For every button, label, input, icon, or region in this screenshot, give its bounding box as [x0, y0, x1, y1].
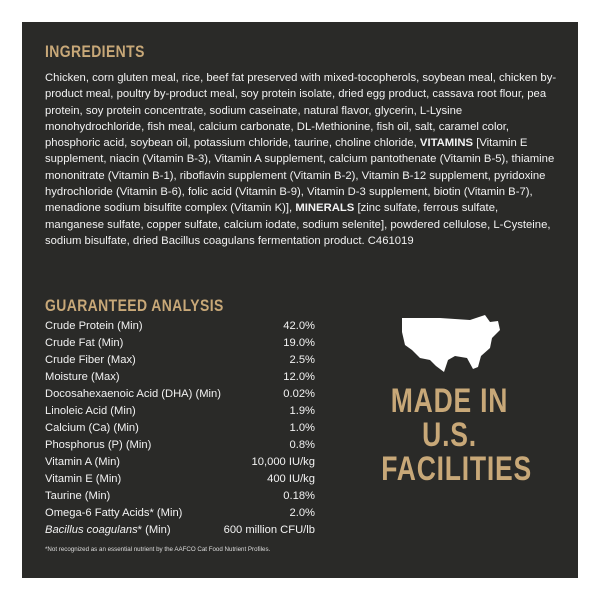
nutrient-name-text: Vitamin E (Min)	[45, 473, 122, 485]
minerals-text: [zinc sulfate, ferrous sulfate, manganes…	[45, 202, 551, 247]
nutrient-name: Taurine (Min)	[45, 490, 110, 502]
analysis-title: GUARANTEED ANALYSIS	[45, 296, 224, 315]
nutrient-name: Calcium (Ca) (Min)	[45, 422, 139, 434]
nutrient-name-text: Calcium (Ca) (Min)	[45, 422, 139, 434]
ingredients-part: Chicken, corn gluten meal, rice, beef fa…	[45, 72, 557, 150]
analysis-row: Crude Fiber (Max) 2.5%	[45, 354, 315, 371]
analysis-row: Docosahexaenoic Acid (DHA) (Min) 0.02%	[45, 388, 315, 405]
nutrient-value: 2.0%	[289, 507, 316, 519]
nutrient-value: 1.0%	[289, 422, 316, 434]
nutrient-name: Crude Protein (Min)	[45, 320, 143, 332]
analysis-row: Crude Protein (Min) 42.0%	[45, 320, 315, 337]
nutrient-name: Phosphorus (P) (Min)	[45, 439, 151, 451]
nutrient-name: Bacillus coagulans* (Min)	[45, 524, 171, 536]
nutrient-value: 2.5%	[289, 354, 316, 366]
analysis-row: Calcium (Ca) (Min) 1.0%	[45, 422, 315, 439]
nutrient-value: 600 million CFU/lb	[223, 524, 315, 536]
nutrient-name-text: Phosphorus (P) (Min)	[45, 439, 152, 451]
nutrient-name: Crude Fiber (Max)	[45, 354, 136, 366]
nutrient-value: 1.9%	[289, 405, 316, 417]
nutrient-value: 0.8%	[289, 439, 316, 451]
nutrient-name: Vitamin A (Min)	[45, 456, 120, 468]
analysis-row: Vitamin E (Min) 400 IU/kg	[45, 473, 315, 490]
nutrient-name-text: * (Min)	[137, 524, 171, 536]
label-panel: INGREDIENTS Chicken, corn gluten meal, r…	[22, 22, 578, 578]
badge-line: FACILITIES	[381, 450, 532, 488]
nutrient-value: 0.02%	[283, 388, 315, 400]
nutrient-name: Docosahexaenoic Acid (DHA) (Min)	[45, 388, 221, 400]
nutrient-name-text: Moisture (Max)	[45, 371, 120, 383]
nutrient-name: Vitamin E (Min)	[45, 473, 121, 485]
analysis-row: Crude Fat (Min) 19.0%	[45, 337, 315, 354]
nutrient-name-text: Vitamin A (Min)	[45, 456, 121, 468]
ingredients-title: INGREDIENTS	[45, 42, 145, 61]
nutrient-name-text: Crude Fat (Min)	[45, 337, 124, 349]
badge-line: MADE IN	[390, 382, 509, 420]
analysis-row: Phosphorus (P) (Min) 0.8%	[45, 439, 315, 456]
nutrient-name: Linoleic Acid (Min)	[45, 405, 136, 417]
nutrient-name-text: Linoleic Acid (Min)	[45, 405, 136, 417]
analysis-row: Omega-6 Fatty Acids* (Min) 2.0%	[45, 507, 315, 524]
badge-line: U.S.	[422, 416, 477, 454]
footnote: *Not recognized as an essential nutrient…	[45, 546, 271, 553]
vitamins-text: [Vitamin E supplement, niacin (Vitamin B…	[45, 137, 555, 215]
nutrient-name-text: Docosahexaenoic Acid (DHA) (Min)	[45, 388, 221, 400]
nutrient-value: 400 IU/kg	[267, 473, 315, 485]
nutrient-value: 0.18%	[283, 490, 315, 502]
nutrient-name-text: Crude Protein (Min)	[45, 320, 143, 332]
nutrient-name-italic: Bacillus coagulans	[45, 524, 138, 536]
analysis-row: Vitamin A (Min) 10,000 IU/kg	[45, 456, 315, 473]
nutrient-name-text: Omega-6 Fatty Acids* (Min)	[45, 507, 183, 519]
analysis-row: Bacillus coagulans* (Min) 600 million CFU…	[45, 524, 315, 541]
nutrient-name: Moisture (Max)	[45, 371, 120, 383]
minerals-label: MINERALS	[295, 202, 355, 215]
nutrient-name: Crude Fat (Min)	[45, 337, 123, 349]
nutrient-value: 19.0%	[283, 337, 315, 349]
nutrient-value: 12.0%	[283, 371, 315, 383]
nutrient-name-text: Taurine (Min)	[45, 490, 111, 502]
analysis-row: Linoleic Acid (Min) 1.9%	[45, 405, 315, 422]
nutrient-value: 42.0%	[283, 320, 315, 332]
us-map	[402, 315, 500, 372]
nutrient-name-text: Crude Fiber (Max)	[45, 354, 136, 366]
nutrient-name: Omega-6 Fatty Acids* (Min)	[45, 507, 182, 519]
analysis-row: Moisture (Max) 12.0%	[45, 371, 315, 388]
vitamins-label: VITAMINS	[419, 137, 474, 150]
analysis-row: Taurine (Min) 0.18%	[45, 490, 315, 507]
ingredients-text: Chicken, corn gluten meal, rice, beef fa…	[45, 70, 557, 249]
nutrient-value: 10,000 IU/kg	[251, 456, 315, 468]
map-shape	[402, 315, 500, 372]
